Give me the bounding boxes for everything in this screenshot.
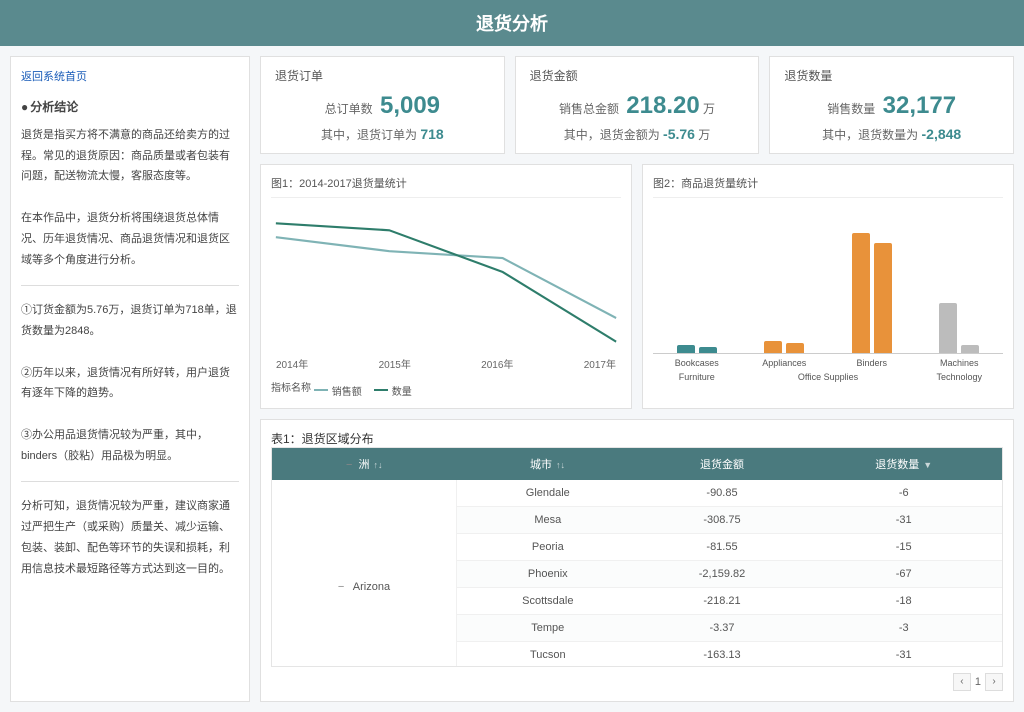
table-cell: Phoenix [456, 560, 638, 587]
bar-child-label: Bookcases [653, 358, 741, 368]
table-cell: -18 [805, 587, 1002, 614]
bar-group [677, 204, 717, 353]
pager: ‹ 1 › [271, 673, 1003, 691]
kpi-card-2: 退货数量 销售数量 32,177 其中，退货数量为 -2,848 [769, 56, 1014, 154]
kpi-card-1: 退货金额 销售总金额 218.20 万 其中，退货金额为 -5.76 万 [515, 56, 760, 154]
table-title: 表1：退货区域分布 [271, 430, 1003, 447]
chart1-xlabel: 2015年 [379, 356, 411, 371]
table-cell: -90.85 [639, 480, 806, 507]
bar-parent-label: Furniture [653, 372, 741, 382]
sidebar-para-6: 分析可知，退货情况较为严重，建议商家通过严把生产（或采购）质量关、减少运输、包装… [21, 496, 239, 580]
legend-item[interactable]: 销售额 [314, 383, 362, 398]
table-cell: Scottsdale [456, 587, 638, 614]
table-panel: 表1：退货区域分布 −洲↑↓城市↑↓退货金额退货数量▼ − ArizonaGle… [260, 419, 1014, 702]
sidebar-para-2: 在本作品中，退货分析将围绕退货总体情况、历年退货情况、商品退货情况和退货区域等多… [21, 208, 239, 271]
table-row[interactable]: − ArizonaGlendale-90.85-6 [272, 480, 1002, 507]
legend-item[interactable]: 数量 [374, 383, 412, 398]
bar-group [852, 204, 892, 353]
sort-icon[interactable]: ↑↓ [556, 460, 565, 470]
kpi-row: 退货订单 总订单数 5,009 其中，退货订单为 718 退货金额 销售总金额 … [260, 56, 1014, 154]
sidebar-para-4: ②历年以来，退货情况有所好转，用户退货有逐年下降的趋势。 [21, 363, 239, 405]
table-header[interactable]: 城市↑↓ [456, 448, 638, 480]
table-scroll[interactable]: −洲↑↓城市↑↓退货金额退货数量▼ − ArizonaGlendale-90.8… [271, 447, 1003, 667]
table-cell: -67 [805, 560, 1002, 587]
kpi-title: 退货金额 [530, 67, 745, 84]
bar-group [939, 204, 979, 353]
bar[interactable] [786, 343, 804, 353]
bar[interactable] [939, 303, 957, 353]
kpi-line1: 销售数量 32,177 [784, 92, 999, 120]
chart2-title: 图2：商品退货量统计 [653, 175, 1003, 198]
kpi-line1: 总订单数 5,009 [275, 92, 490, 120]
sidebar: 返回系统首页 分析结论 退货是指买方将不满意的商品还给卖方的过程。常见的退货原因… [10, 56, 250, 702]
chart1-xlabel: 2014年 [276, 356, 308, 371]
bar-parent-label: Office Supplies [741, 372, 916, 382]
pager-page: 1 [975, 676, 981, 688]
collapse-icon[interactable]: − [338, 581, 350, 593]
table-header[interactable]: 退货金额 [639, 448, 806, 480]
table-cell: -15 [805, 533, 1002, 560]
page-header: 退货分析 [0, 0, 1024, 46]
table-header[interactable]: −洲↑↓ [272, 448, 456, 480]
sidebar-subtitle: 分析结论 [21, 96, 239, 119]
table-cell: Glendale [456, 480, 638, 507]
sort-icon[interactable]: ↑↓ [373, 460, 382, 470]
legend-label: 指标名称 [271, 383, 311, 394]
table-cell: -2,159.82 [639, 560, 806, 587]
chart2-panel: 图2：商品退货量统计 BookcasesAppliancesBindersMac… [642, 164, 1014, 409]
table-cell: -81.55 [639, 533, 806, 560]
pager-prev[interactable]: ‹ [953, 673, 971, 691]
kpi-card-0: 退货订单 总订单数 5,009 其中，退货订单为 718 [260, 56, 505, 154]
table-cell: -3 [805, 614, 1002, 641]
kpi-title: 退货数量 [784, 67, 999, 84]
bar[interactable] [874, 243, 892, 353]
table-cell: Tempe [456, 614, 638, 641]
table-cell: -218.21 [639, 587, 806, 614]
table-cell: Peoria [456, 533, 638, 560]
table-cell: Mesa [456, 506, 638, 533]
bar-child-label: Machines [916, 358, 1004, 368]
sidebar-para-3: ①订货金额为5.76万，退货订单为718单，退货数量为2848。 [21, 300, 239, 342]
sidebar-para-1: 退货是指买方将不满意的商品还给卖方的过程。常见的退货原因：商品质量或者包装有问题… [21, 125, 239, 188]
table-cell: -163.13 [639, 641, 806, 667]
table-cell: -6 [805, 480, 1002, 507]
table-cell: -3.37 [639, 614, 806, 641]
bar[interactable] [852, 233, 870, 353]
bar-parent-label: Technology [916, 372, 1004, 382]
back-link[interactable]: 返回系统首页 [21, 67, 239, 88]
kpi-title: 退货订单 [275, 67, 490, 84]
kpi-line2: 其中，退货金额为 -5.76 万 [530, 126, 745, 143]
kpi-line1: 销售总金额 218.20 万 [530, 92, 745, 120]
chart1-legend: 指标名称 销售额数量 [271, 379, 621, 398]
bar[interactable] [699, 347, 717, 353]
chart1-plot [271, 204, 621, 354]
bar-child-label: Binders [828, 358, 916, 368]
bar-group [764, 204, 804, 353]
bar[interactable] [764, 341, 782, 353]
chart1-xaxis: 2014年 2015年 2016年 2017年 [271, 356, 621, 371]
chart1-panel: 图1：2014-2017退货量统计 2014年 2015年 2016年 2017年 指… [260, 164, 632, 409]
table-cell: -31 [805, 506, 1002, 533]
chart2-parentlabels: FurnitureOffice SuppliesTechnology [653, 372, 1003, 382]
table-header[interactable]: 退货数量▼ [805, 448, 1002, 480]
chart1-title: 图1：2014-2017退货量统计 [271, 175, 621, 198]
bar-child-label: Appliances [741, 358, 829, 368]
state-cell: − Arizona [272, 480, 456, 667]
sort-icon[interactable]: ▼ [923, 460, 932, 470]
kpi-line2: 其中，退货订单为 718 [275, 126, 490, 143]
chart1-xlabel: 2016年 [481, 356, 513, 371]
chart1-xlabel: 2017年 [584, 356, 616, 371]
bar[interactable] [677, 345, 695, 353]
kpi-line2: 其中，退货数量为 -2,848 [784, 126, 999, 143]
table-cell: -31 [805, 641, 1002, 667]
table-cell: Tucson [456, 641, 638, 667]
chart2-childlabels: BookcasesAppliancesBindersMachines [653, 358, 1003, 368]
table-cell: -308.75 [639, 506, 806, 533]
chart2-plot [653, 204, 1003, 354]
bar[interactable] [961, 345, 979, 353]
collapse-icon[interactable]: − [346, 459, 358, 471]
pager-next[interactable]: › [985, 673, 1003, 691]
region-table: −洲↑↓城市↑↓退货金额退货数量▼ − ArizonaGlendale-90.8… [272, 448, 1002, 667]
sidebar-para-5: ③办公用品退货情况较为严重，其中，binders（胶粘）用品极为明显。 [21, 425, 239, 467]
